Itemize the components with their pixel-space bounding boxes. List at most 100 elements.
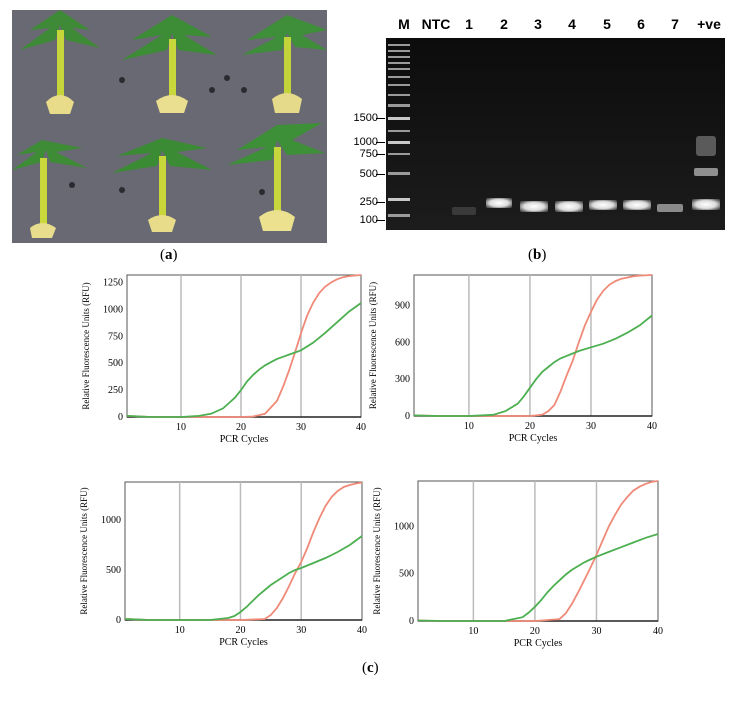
y-axis-title: Relative Fluorescence Units (RFU) [81, 282, 91, 409]
y-axis-title: Relative Fluorescence Units (RFU) [79, 487, 89, 614]
gel-lane-label: 1 [465, 16, 473, 32]
y-tick-label: 0 [116, 615, 121, 626]
plot-area [413, 274, 653, 417]
band-lane-positive [692, 199, 720, 210]
plot-area [417, 480, 659, 622]
plant-row-1 [20, 10, 327, 114]
y-axis-title: Relative Fluorescence Units (RFU) [372, 487, 382, 614]
x-tick-label: 10 [175, 625, 185, 636]
x-tick-label: 30 [591, 626, 601, 637]
y-tick-label: 250 [108, 385, 123, 396]
marker-tick [376, 220, 385, 221]
panel-b-close: ) [541, 247, 547, 263]
gel-lane-label: 7 [671, 16, 679, 32]
band-positive-smear [696, 136, 716, 156]
y-tick-label: 1000 [103, 304, 123, 315]
y-tick-label: 600 [395, 337, 410, 348]
panel-a-open: ( [160, 247, 165, 263]
x-tick-label: 20 [236, 422, 246, 433]
gel-bands [386, 38, 725, 230]
band-positive-upper [694, 168, 718, 176]
y-tick-label: 0 [118, 412, 123, 423]
plant-photo [12, 10, 327, 243]
x-axis-title: PCR Cycles [219, 637, 268, 648]
x-tick-label: 30 [586, 421, 596, 432]
y-tick-label: 300 [395, 374, 410, 385]
x-tick-label: 20 [235, 625, 245, 636]
x-tick-label: 30 [296, 422, 306, 433]
x-tick-label: 40 [653, 626, 663, 637]
marker-tick [376, 202, 385, 203]
band-lane-3 [520, 201, 548, 212]
x-tick-label: 10 [468, 626, 478, 637]
x-tick-label: 40 [647, 421, 657, 432]
marker-size-label: 250 [359, 196, 378, 208]
band-lane-4 [555, 201, 583, 212]
gel-lane-label: NTC [421, 16, 451, 32]
marker-size-label: 1500 [353, 112, 378, 124]
band-lane-7 [657, 204, 683, 212]
gel-lane-label: 2 [500, 16, 508, 32]
series-line-green [126, 302, 362, 418]
y-tick-label: 750 [108, 331, 123, 342]
panel-label-c: (c) [362, 660, 379, 677]
x-tick-label: 10 [176, 422, 186, 433]
panel-b-letter: b [533, 247, 542, 263]
series-line-red [413, 274, 653, 417]
y-tick-label: 1250 [103, 278, 123, 289]
band-lane-1 [452, 207, 476, 215]
marker-tick [376, 118, 385, 119]
marker-size-label: 100 [359, 214, 378, 226]
y-tick-label: 0 [409, 616, 414, 627]
y-tick-label: 0 [405, 411, 410, 422]
panel-a-letter: a [165, 247, 173, 263]
marker-tick [376, 154, 385, 155]
plot-area [126, 274, 362, 418]
x-tick-label: 40 [356, 422, 366, 433]
panel-c-close: ) [373, 660, 379, 676]
marker-size-label: 750 [359, 148, 378, 160]
panel-b-open: ( [528, 247, 533, 263]
marker-size-label: 500 [359, 168, 378, 180]
panel-c-letter: c [367, 660, 374, 676]
plot-area [124, 481, 363, 621]
marker-tick [376, 174, 385, 175]
series-line-green [417, 533, 659, 622]
panel-a-close: ) [172, 247, 178, 263]
gel-image [386, 38, 725, 230]
y-tick-label: 500 [106, 565, 121, 576]
panel-c-open: ( [362, 660, 367, 676]
band-lane-2 [486, 198, 512, 208]
y-tick-label: 500 [399, 569, 414, 580]
gel-lane-label: 6 [637, 16, 645, 32]
x-tick-label: 30 [296, 625, 306, 636]
y-axis-title: Relative Fluorescence Units (RFU) [368, 282, 378, 409]
gel-lane-label: +ve [697, 16, 721, 32]
gel-lane-label: M [398, 16, 410, 32]
y-tick-label: 1000 [101, 515, 121, 526]
series-line-green [413, 314, 653, 417]
x-tick-label: 20 [530, 626, 540, 637]
series-line-red [417, 480, 659, 622]
panel-label-a: (a) [160, 247, 178, 264]
gel-lane-label: 4 [568, 16, 576, 32]
gel-lane-label: 5 [603, 16, 611, 32]
band-lane-6 [623, 200, 651, 210]
band-lane-5 [589, 200, 617, 210]
series-line-green [124, 535, 363, 621]
x-tick-label: 40 [357, 625, 367, 636]
x-tick-label: 10 [464, 421, 474, 432]
x-axis-title: PCR Cycles [509, 433, 558, 444]
marker-tick [376, 142, 385, 143]
y-tick-label: 900 [395, 301, 410, 312]
x-axis-title: PCR Cycles [220, 434, 269, 445]
marker-size-label: 1000 [353, 136, 378, 148]
plant-row-2 [12, 123, 325, 238]
ladder-lane [388, 44, 410, 217]
series-line-red [124, 481, 363, 621]
y-tick-label: 500 [108, 358, 123, 369]
plant-photo-illustration [12, 10, 327, 243]
gel-lane-label: 3 [534, 16, 542, 32]
panel-label-b: (b) [528, 247, 546, 264]
